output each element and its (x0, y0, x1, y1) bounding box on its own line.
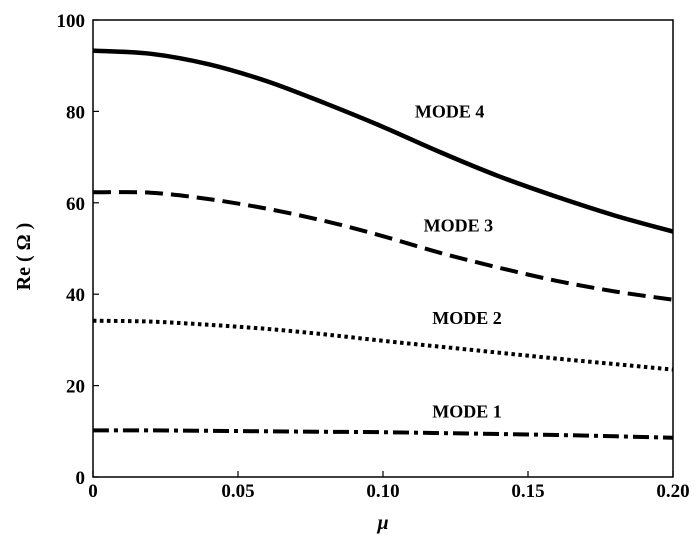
x-tick-label: 0.15 (511, 481, 544, 502)
series-line-mode-1 (92, 428, 674, 440)
y-tick-label: 60 (66, 194, 85, 215)
y-tick-label: 100 (57, 11, 86, 32)
x-tick-label: 0.10 (366, 481, 399, 502)
y-tick-label: 80 (66, 102, 85, 123)
axes: 0 0.05 0.10 0.15 0.20 0 20 40 60 80 100 (57, 11, 690, 502)
x-tick-label: 0.20 (656, 481, 689, 502)
series-label-mode-1: MODE 1 (432, 402, 502, 422)
series-label-mode-4: MODE 4 (415, 101, 485, 121)
y-tick-label: 40 (66, 285, 85, 306)
series-line-mode-3 (92, 190, 674, 302)
series-label-mode-3: MODE 3 (424, 216, 494, 236)
y-tick-label: 0 (76, 468, 86, 489)
x-tick-label: 0.05 (221, 481, 254, 502)
series-line-mode-4 (92, 48, 674, 234)
plot-frame (92, 19, 674, 478)
labels-layer: MODE 1 MODE 2 MODE 3 MODE 4 (415, 101, 502, 421)
series-label-mode-2: MODE 2 (432, 308, 502, 328)
series-line-mode-2 (92, 318, 674, 372)
x-axis-label: μ (376, 512, 388, 534)
y-axis-label: Re ( Ω ) (13, 223, 35, 291)
y-tick-label: 20 (66, 377, 85, 398)
x-tick-label: 0 (88, 481, 98, 502)
series-layer (92, 48, 674, 440)
